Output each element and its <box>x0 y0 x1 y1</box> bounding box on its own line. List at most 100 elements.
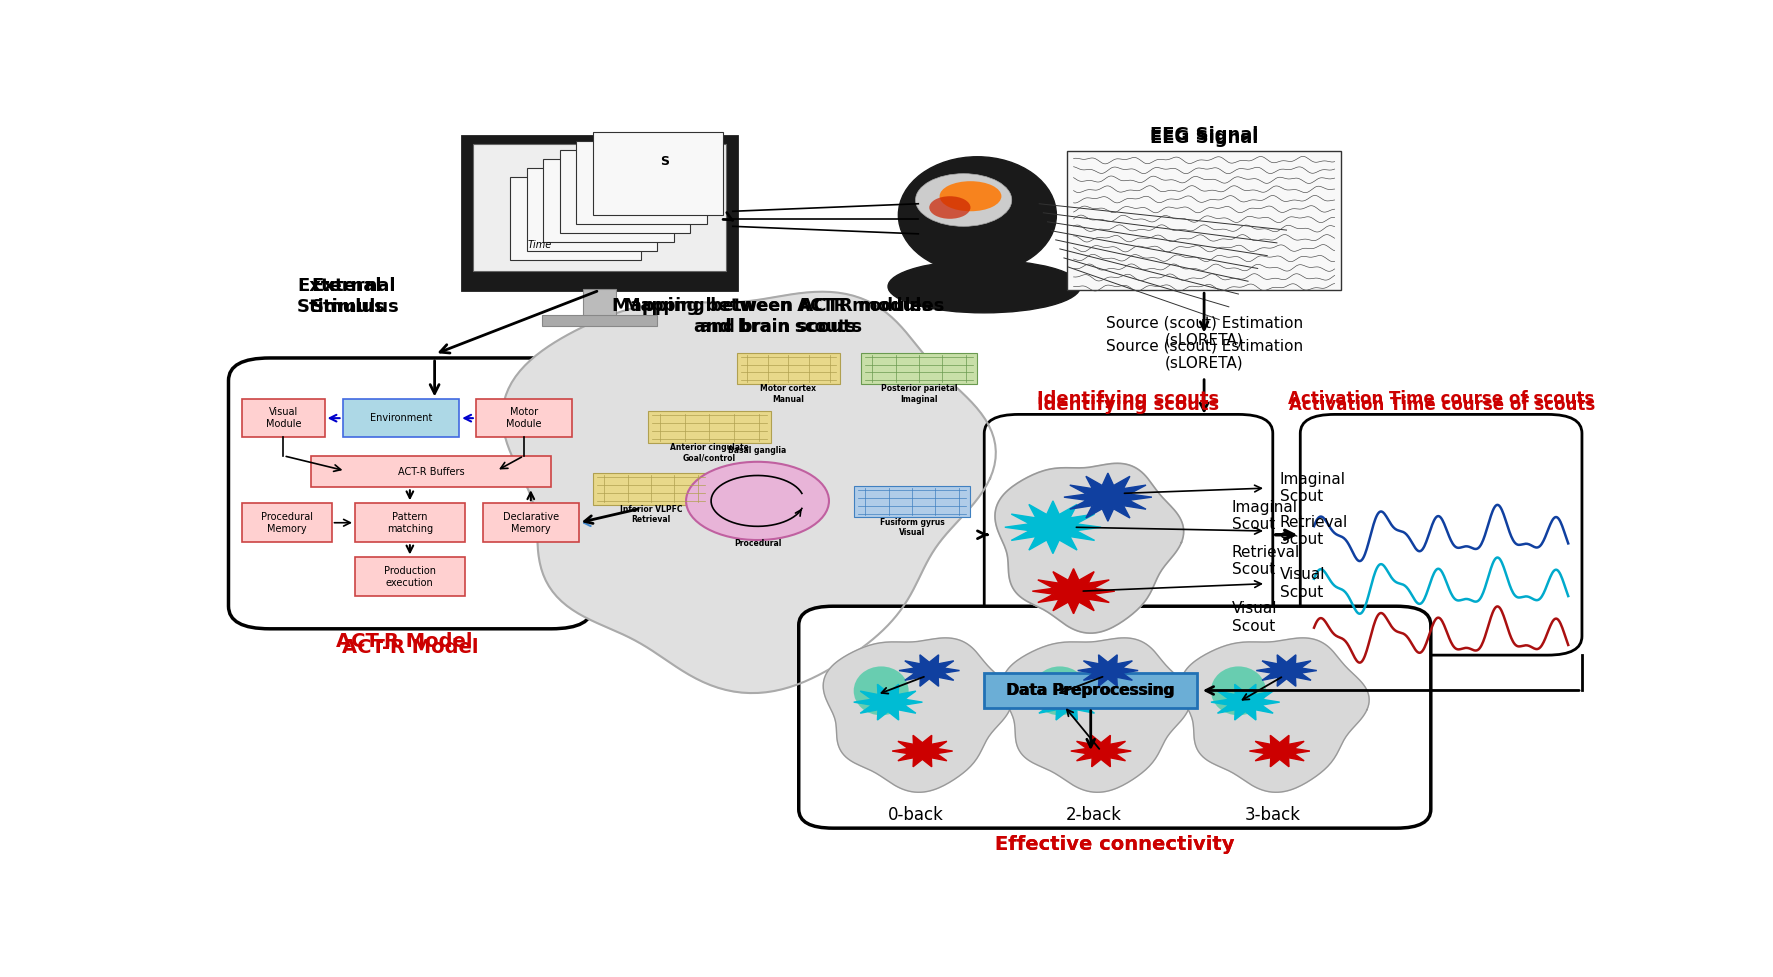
Ellipse shape <box>929 196 970 219</box>
Text: Source (scout) Estimation
(sLORETA): Source (scout) Estimation (sLORETA) <box>1106 338 1303 370</box>
Text: Effective connectivity: Effective connectivity <box>995 835 1234 854</box>
Text: Visual
Module: Visual Module <box>266 407 301 429</box>
Text: ACT-R Model: ACT-R Model <box>342 638 479 658</box>
Text: Imaginal
Scout: Imaginal Scout <box>1280 472 1346 504</box>
Text: 2-back: 2-back <box>1066 806 1122 824</box>
FancyBboxPatch shape <box>355 557 465 596</box>
Bar <box>583 289 615 317</box>
Ellipse shape <box>915 174 1012 227</box>
FancyBboxPatch shape <box>738 353 840 384</box>
Text: ACT-R Model: ACT-R Model <box>337 632 473 651</box>
Text: Anterior cingulate
Goal/control: Anterior cingulate Goal/control <box>670 443 748 462</box>
Text: Activation Time course of scouts: Activation Time course of scouts <box>1287 391 1594 408</box>
FancyBboxPatch shape <box>243 400 324 437</box>
Polygon shape <box>1002 638 1190 792</box>
FancyBboxPatch shape <box>511 178 640 260</box>
Text: Fusiform gyrus
Visual: Fusiform gyrus Visual <box>879 518 945 537</box>
Polygon shape <box>823 638 1012 792</box>
Text: Production
execution: Production execution <box>385 566 436 588</box>
Text: Basal ganglia: Basal ganglia <box>729 446 787 455</box>
FancyBboxPatch shape <box>527 168 658 251</box>
Text: Visual
Scout: Visual Scout <box>1232 601 1277 634</box>
Text: E: E <box>578 200 587 213</box>
Text: Retrieval
Scout: Retrieval Scout <box>1232 545 1300 577</box>
Circle shape <box>686 462 830 540</box>
Text: Visual
Scout: Visual Scout <box>1280 568 1324 600</box>
FancyBboxPatch shape <box>310 455 551 488</box>
Polygon shape <box>1211 684 1280 720</box>
Text: EEG Signal: EEG Signal <box>1151 129 1259 148</box>
Text: Activation Time course of scouts: Activation Time course of scouts <box>1289 397 1596 414</box>
Polygon shape <box>1032 684 1101 720</box>
Text: Declarative
Memory: Declarative Memory <box>504 512 558 533</box>
FancyBboxPatch shape <box>482 503 578 542</box>
Text: Imaginal
Scout: Imaginal Scout <box>1232 500 1298 532</box>
FancyBboxPatch shape <box>798 606 1431 828</box>
Polygon shape <box>899 655 959 686</box>
FancyBboxPatch shape <box>576 142 707 224</box>
Polygon shape <box>892 736 952 767</box>
Text: External
Stimulus: External Stimulus <box>310 276 399 316</box>
Polygon shape <box>1257 655 1317 686</box>
Text: S: S <box>660 154 668 168</box>
Text: Environment: Environment <box>371 413 433 423</box>
Text: X: X <box>628 173 637 186</box>
FancyBboxPatch shape <box>984 414 1273 656</box>
Ellipse shape <box>1032 666 1087 715</box>
Text: 3-back: 3-back <box>1245 806 1301 824</box>
Text: Posterior parietal
Imaginal: Posterior parietal Imaginal <box>881 384 957 404</box>
Text: Data Preprocessing: Data Preprocessing <box>1007 683 1175 698</box>
Text: Motor cortex
Manual: Motor cortex Manual <box>761 384 816 404</box>
Text: Retrieval
Scout: Retrieval Scout <box>1280 515 1347 547</box>
Polygon shape <box>1078 655 1138 686</box>
Text: Effective connectivity: Effective connectivity <box>995 835 1234 854</box>
FancyBboxPatch shape <box>475 400 573 437</box>
Text: B: B <box>644 164 652 177</box>
FancyBboxPatch shape <box>855 486 970 518</box>
Ellipse shape <box>899 156 1057 274</box>
FancyBboxPatch shape <box>463 136 738 290</box>
Text: Procedural: Procedural <box>734 539 782 548</box>
Text: ACT-R Buffers: ACT-R Buffers <box>397 467 465 477</box>
Polygon shape <box>1064 473 1152 521</box>
Text: Identifying scouts: Identifying scouts <box>1037 397 1220 414</box>
FancyBboxPatch shape <box>984 673 1197 707</box>
Text: Procedural
Memory: Procedural Memory <box>261 512 312 533</box>
Polygon shape <box>995 463 1184 633</box>
Text: R: R <box>610 182 621 194</box>
Ellipse shape <box>855 666 910 715</box>
Ellipse shape <box>940 181 1002 211</box>
Polygon shape <box>1032 569 1115 614</box>
Text: Motor
Module: Motor Module <box>505 407 543 429</box>
Text: Identifying scouts: Identifying scouts <box>1037 391 1220 408</box>
FancyBboxPatch shape <box>355 503 465 542</box>
FancyBboxPatch shape <box>1067 151 1342 290</box>
FancyBboxPatch shape <box>342 400 459 437</box>
Polygon shape <box>1071 736 1131 767</box>
Text: Mapping between ACTR modules
and brain scouts: Mapping between ACTR modules and brain s… <box>624 297 933 336</box>
Polygon shape <box>1250 736 1310 767</box>
FancyBboxPatch shape <box>860 353 977 384</box>
Text: Data Preprocessing: Data Preprocessing <box>1005 683 1174 698</box>
Text: A: A <box>594 191 603 204</box>
FancyBboxPatch shape <box>560 150 690 234</box>
Text: EEG Signal: EEG Signal <box>1151 125 1259 144</box>
FancyBboxPatch shape <box>543 159 674 242</box>
Text: Mapping between ACTR modules
and brain scouts: Mapping between ACTR modules and brain s… <box>612 297 945 336</box>
Polygon shape <box>1181 638 1369 792</box>
FancyBboxPatch shape <box>473 144 725 272</box>
Polygon shape <box>1005 501 1101 554</box>
Polygon shape <box>502 292 996 693</box>
Text: Inferior VLPFC
Retrieval: Inferior VLPFC Retrieval <box>621 505 683 524</box>
FancyBboxPatch shape <box>243 503 332 542</box>
Text: External
Stimulus: External Stimulus <box>298 276 387 316</box>
FancyBboxPatch shape <box>229 358 592 629</box>
FancyBboxPatch shape <box>1300 414 1582 656</box>
Text: 0-back: 0-back <box>888 806 943 824</box>
FancyBboxPatch shape <box>647 411 771 443</box>
Text: Source (scout) Estimation
(sLORETA): Source (scout) Estimation (sLORETA) <box>1106 316 1303 348</box>
Ellipse shape <box>1211 666 1266 715</box>
FancyBboxPatch shape <box>592 473 709 505</box>
Polygon shape <box>855 684 922 720</box>
Bar <box>543 316 658 326</box>
